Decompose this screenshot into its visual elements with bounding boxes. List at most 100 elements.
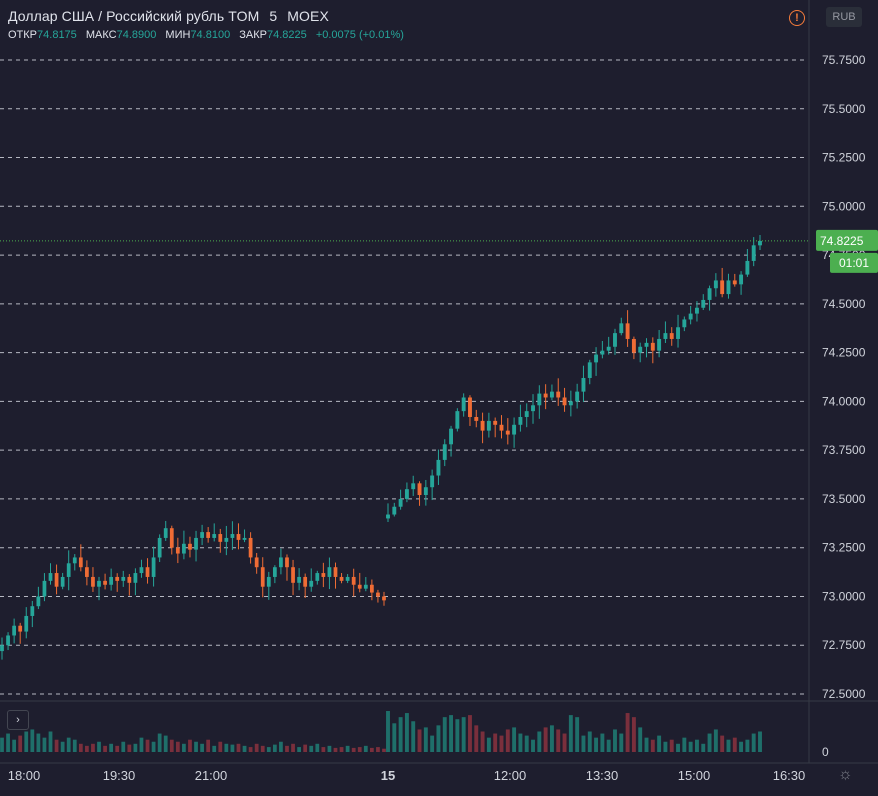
candle xyxy=(6,632,10,651)
volume-bar xyxy=(351,747,356,752)
interval[interactable]: 5 xyxy=(269,8,278,24)
candle xyxy=(194,530,198,562)
volume-bar xyxy=(442,717,447,752)
candle xyxy=(139,559,144,578)
candle xyxy=(676,314,680,348)
volume-bar xyxy=(224,743,229,752)
volume-bar xyxy=(72,739,77,752)
settings-icon[interactable]: ☼ xyxy=(838,766,853,783)
volume-bar xyxy=(480,731,485,752)
volume-bar xyxy=(145,739,150,752)
volume-zero-label: 0 xyxy=(822,745,829,759)
countdown-label: 01:01 xyxy=(839,256,869,270)
candle xyxy=(474,409,479,428)
warning-icon[interactable]: ! xyxy=(789,10,805,26)
volume-bar xyxy=(0,737,4,752)
candle xyxy=(309,568,314,592)
volume-bar xyxy=(474,725,479,752)
volume-bar xyxy=(423,727,428,752)
candle xyxy=(30,600,35,628)
candle xyxy=(36,586,41,610)
volume-bar xyxy=(103,745,107,752)
volume-bar xyxy=(682,737,687,752)
candle xyxy=(242,529,247,543)
volume-bar xyxy=(376,747,380,752)
candle xyxy=(442,439,447,467)
x-tick-label: 21:00 xyxy=(195,768,228,783)
volume-bar xyxy=(392,723,397,752)
candle xyxy=(133,568,138,596)
volume-bar xyxy=(493,733,498,752)
candle xyxy=(369,579,374,601)
volume-bar xyxy=(303,744,308,752)
candle xyxy=(212,523,217,542)
volume-bar xyxy=(36,733,41,752)
candle xyxy=(688,305,693,325)
candle xyxy=(486,412,491,438)
candle xyxy=(12,618,17,644)
candle xyxy=(720,267,725,298)
volume-bar xyxy=(543,727,548,752)
candle xyxy=(575,383,580,409)
volume-bar xyxy=(297,747,301,752)
candle xyxy=(625,310,630,347)
y-tick-label: 75.2500 xyxy=(822,151,866,165)
volume-layer xyxy=(0,711,762,752)
candle xyxy=(127,574,132,596)
volume-bar xyxy=(657,735,662,752)
volume-bar xyxy=(688,741,693,752)
volume-bar xyxy=(732,737,737,752)
candle xyxy=(157,534,162,563)
volume-bar xyxy=(54,739,59,752)
candle xyxy=(417,481,422,506)
expand-panel-button[interactable]: › xyxy=(7,710,29,730)
candle xyxy=(48,563,53,585)
x-tick-label: 18:00 xyxy=(8,768,41,783)
volume-bar xyxy=(248,747,253,752)
y-tick-label: 72.7500 xyxy=(822,638,866,652)
volume-bar xyxy=(357,747,362,752)
volume-bar xyxy=(182,743,186,752)
candle xyxy=(493,417,498,438)
candle xyxy=(423,479,428,506)
symbol-name[interactable]: Доллар США / Российский рубль TOM xyxy=(8,8,260,24)
volume-bar xyxy=(382,748,386,752)
candle xyxy=(644,338,649,358)
candle xyxy=(657,329,662,358)
volume-bar xyxy=(449,715,454,752)
currency-button[interactable]: RUB xyxy=(826,7,862,27)
volume-bar xyxy=(600,733,605,752)
x-tick-label: 13:30 xyxy=(586,768,619,783)
volume-bar xyxy=(163,735,168,752)
candle xyxy=(60,572,65,590)
volume-bar xyxy=(285,745,289,752)
volume-bar xyxy=(549,725,554,752)
volume-bar xyxy=(562,733,567,752)
candle xyxy=(339,573,344,584)
candle xyxy=(285,554,289,581)
last-price-badge xyxy=(816,229,878,251)
volume-bar xyxy=(85,745,89,752)
volume-bar xyxy=(568,715,573,752)
volume-bar xyxy=(650,739,655,752)
open-value: 74.8175 xyxy=(37,29,77,41)
candle xyxy=(613,328,617,355)
volume-bar xyxy=(12,739,17,752)
volume-bar xyxy=(127,744,132,752)
y-tick-label: 75.5000 xyxy=(822,102,866,116)
volume-bar xyxy=(218,741,223,752)
candle xyxy=(430,469,435,501)
ohlc-values: ОТКР74.8175 МАКС74.8900 МИН74.8100 ЗАКР7… xyxy=(8,29,404,41)
candle xyxy=(707,285,712,311)
candle xyxy=(163,520,168,541)
volume-bar xyxy=(60,741,65,752)
volume-bar xyxy=(606,739,611,752)
candle xyxy=(594,347,599,376)
volume-bar xyxy=(417,729,422,752)
volume-bar xyxy=(6,733,10,752)
candle xyxy=(455,408,460,432)
low-value: 74.8100 xyxy=(190,29,231,41)
volume-bar xyxy=(272,744,277,752)
